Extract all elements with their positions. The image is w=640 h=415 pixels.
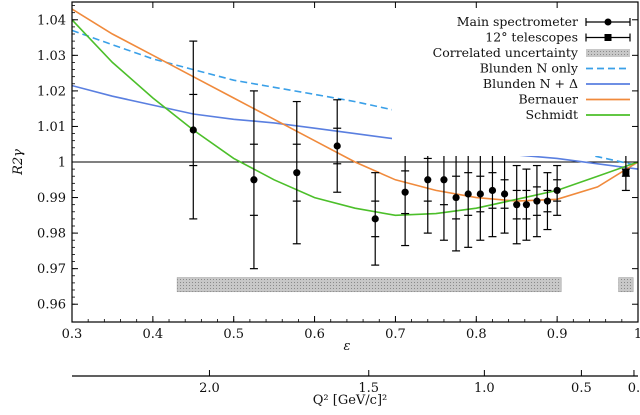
x-tick-label: 0.4 (143, 327, 164, 342)
data-point (452, 193, 460, 202)
correlated-uncertainty-band (176, 277, 562, 293)
data-point-group (500, 154, 509, 234)
data-point (424, 176, 432, 184)
data-point-group (553, 164, 562, 216)
data-point-group (333, 99, 342, 193)
y-tick-label: 0.96 (37, 298, 66, 313)
y-axis-label: R2γ (11, 149, 26, 176)
data-point (250, 176, 258, 184)
data-point (401, 188, 409, 196)
data-point (333, 142, 341, 150)
data-point (513, 201, 521, 209)
data-point-square (622, 169, 630, 177)
axes: 0.3 0.4 0.5 0.6 0.7 0.8 0.9 1 0.96 0.97 0.98 0.99 1 1… (11, 1, 640, 408)
data-point (293, 169, 301, 177)
curve-schmidt (72, 19, 638, 217)
plot-area (72, 8, 638, 293)
data-point-group (621, 154, 630, 192)
legend-label: Blunden N only (480, 61, 579, 76)
data-point-group (512, 164, 521, 245)
correlated-uncertainty-band (618, 277, 634, 293)
legend-symbol-band (586, 49, 630, 57)
data-point (488, 186, 497, 195)
y-tick-label: 0.99 (37, 191, 66, 206)
y-tick-label: 1 (58, 156, 66, 171)
y-tick-label: 1.03 (37, 49, 66, 64)
data-point-group (464, 140, 473, 248)
x-axis-label: ε (344, 339, 351, 354)
curve-bernauer (72, 8, 638, 202)
data-point (440, 176, 448, 184)
data-point-group (522, 168, 531, 241)
data-point (500, 190, 509, 198)
data-point (476, 190, 484, 198)
plot-clip-group (72, 8, 638, 293)
legend-symbol-square (604, 34, 612, 41)
legend-label: Blunden N + Δ (483, 76, 578, 91)
legend-label: Correlated uncertainty (433, 45, 579, 60)
data-point-group (189, 40, 198, 220)
data-point (533, 197, 541, 205)
legend-label: Bernauer (519, 92, 579, 107)
legend-label: Main spectrometer (457, 14, 578, 29)
y-tick-label: 0.97 (37, 262, 66, 277)
data-point (189, 126, 197, 134)
data-point-group (452, 143, 461, 252)
data-point-group (249, 90, 258, 270)
x-tick-label: 0.6 (304, 327, 325, 342)
legend-label: 12° telescopes (485, 30, 578, 45)
data-point-group (532, 164, 541, 238)
data-point (464, 190, 472, 198)
legend-symbol-circle (604, 18, 612, 26)
y-tick-label: 1.01 (37, 120, 66, 135)
legend-bg (392, 8, 636, 156)
y-tick-label: 0.98 (37, 227, 66, 242)
data-point (553, 186, 561, 195)
q2-axis-label: Q² [GeV/c]² (313, 393, 387, 408)
data-point (543, 197, 552, 205)
data-point (371, 215, 379, 223)
x-tick-label: 0.7 (385, 327, 406, 342)
q2-tick-label: 0.5 (571, 381, 592, 396)
data-point-group (543, 172, 552, 231)
data-point (522, 201, 531, 209)
q2-tick-label: 1.0 (474, 381, 495, 396)
x-tick-label: 0.9 (547, 327, 568, 342)
x-tick-label: 0.8 (466, 327, 487, 342)
data-point-group (371, 172, 380, 266)
x-tick-label: 1 (634, 327, 640, 342)
data-point-group (488, 143, 497, 238)
q2-tick-label: 2.0 (199, 381, 220, 396)
x-tick-label: 0.5 (223, 327, 244, 342)
y-tick-label: 1.02 (37, 84, 66, 99)
data-point-group (292, 100, 301, 245)
q2-tick-label: 0. (628, 381, 640, 396)
x-tick-label: 0.3 (62, 327, 83, 342)
q2-tick-label: 1.5 (358, 381, 379, 396)
y-tick-label: 1.04 (37, 13, 66, 28)
legend-label: Schmidt (526, 107, 579, 122)
